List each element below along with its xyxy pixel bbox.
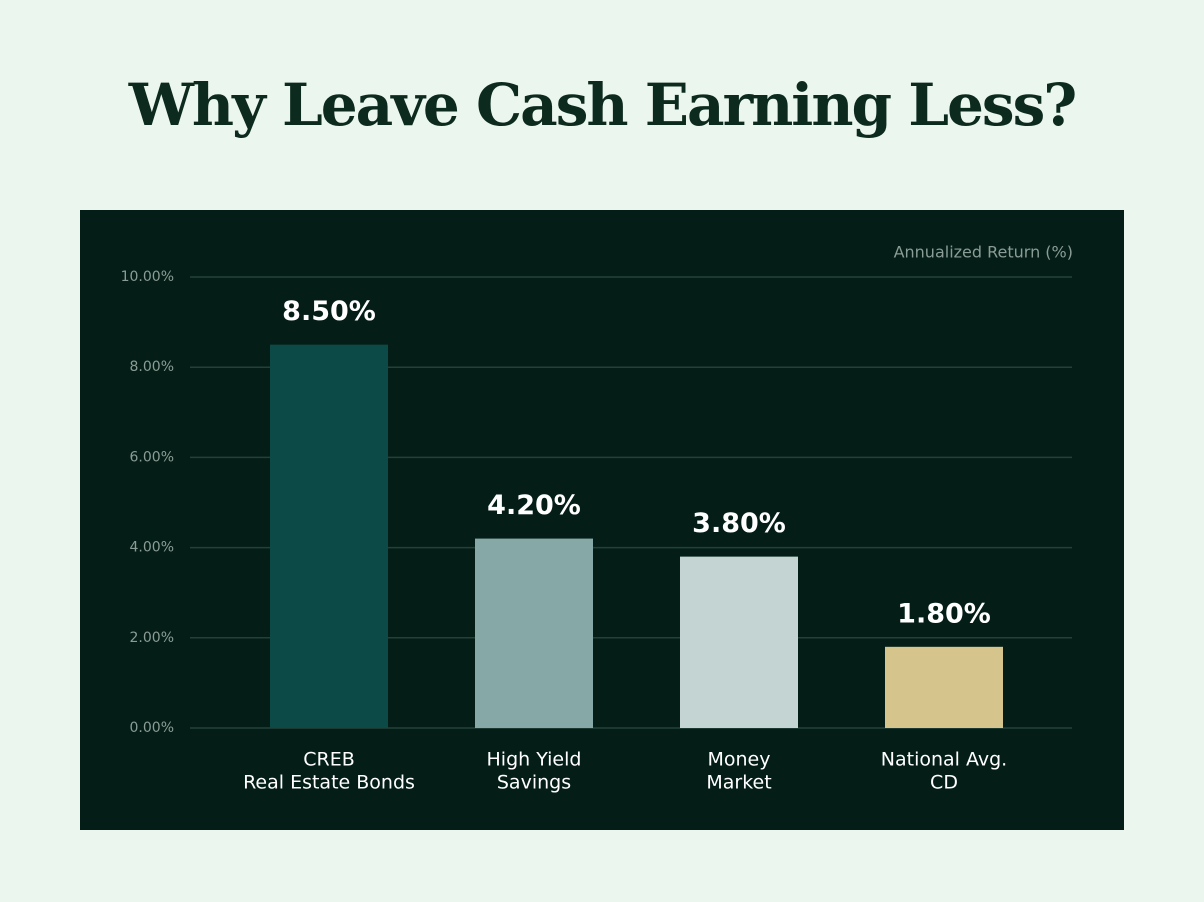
x-tick-label: High Yield bbox=[487, 749, 582, 771]
y-tick-label: 0.00% bbox=[130, 720, 174, 736]
x-tick-label: Real Estate Bonds bbox=[243, 772, 415, 794]
y-tick-label: 10.00% bbox=[121, 269, 174, 285]
x-tick-label: Market bbox=[706, 772, 771, 794]
bar bbox=[475, 538, 593, 728]
y-tick-label: 6.00% bbox=[130, 449, 174, 465]
bar bbox=[270, 344, 388, 728]
chart-title: Why Leave Cash Earning Less? bbox=[128, 71, 1075, 139]
x-tick-label: CD bbox=[930, 772, 958, 794]
x-tick-label: Savings bbox=[497, 772, 571, 794]
y-axis-label: Annualized Return (%) bbox=[894, 243, 1073, 262]
value-label: 3.80% bbox=[692, 508, 786, 539]
y-tick-label: 8.00% bbox=[130, 359, 174, 375]
bar bbox=[885, 646, 1003, 728]
bar bbox=[680, 556, 798, 728]
x-tick-label: CREB bbox=[303, 749, 355, 771]
y-tick-label: 2.00% bbox=[130, 630, 174, 646]
x-tick-label: Money bbox=[708, 749, 771, 771]
x-tick-label: National Avg. bbox=[881, 749, 1007, 771]
chart-panel bbox=[80, 210, 1124, 830]
value-label: 8.50% bbox=[282, 296, 376, 327]
value-label: 1.80% bbox=[897, 598, 991, 629]
value-label: 4.20% bbox=[487, 490, 581, 521]
y-tick-label: 4.00% bbox=[130, 540, 174, 556]
